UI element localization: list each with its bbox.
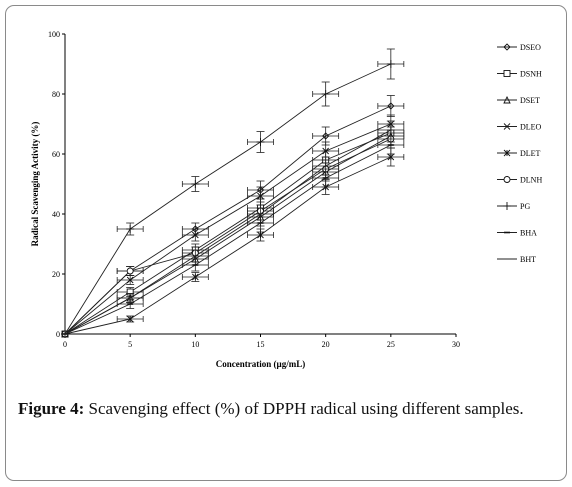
data-point (126, 267, 134, 275)
data-point (386, 60, 395, 68)
series-dlnh (61, 129, 405, 338)
x-tick-label: 10 (191, 340, 199, 349)
legend-marker (503, 70, 511, 77)
data-point (192, 231, 199, 239)
legend-label: DLNH (520, 176, 542, 185)
figure-frame (5, 5, 567, 481)
legend-item-bht: BHT (497, 255, 536, 264)
data-point (257, 192, 264, 200)
data-point (257, 231, 264, 239)
line-chart: 0 5 10 15 20 25 30 0 20 40 60 80 100 DSEO DSNH DSET DLE… (30, 30, 542, 369)
data-point (321, 90, 330, 98)
caption-label: Figure 4: (18, 399, 85, 418)
y-tick-label: 60 (52, 150, 60, 159)
legend-label: DSNH (520, 70, 542, 79)
chart-series (61, 48, 405, 338)
chart-legend: DSEO DSNH DSET DLEO DLET DLNH PG BHA BHT (497, 43, 542, 264)
series-line (64, 123, 392, 335)
legend-item-dset: DSET (497, 95, 540, 105)
series-line (64, 156, 392, 335)
caption-text: Scavenging effect (%) of DPPH radical us… (84, 399, 524, 418)
legend-marker (503, 176, 511, 183)
data-point (322, 147, 329, 155)
x-tick-label: 30 (452, 340, 460, 349)
legend-item-dlet: DLET (497, 149, 541, 158)
legend-item-dsnh: DSNH (497, 70, 542, 79)
x-tick-label: 15 (257, 340, 265, 349)
x-tick-label: 20 (322, 340, 330, 349)
legend-marker (503, 202, 511, 210)
y-tick-label: 0 (56, 330, 60, 339)
data-point (191, 180, 200, 188)
legend-label: DSEO (520, 43, 541, 52)
figure-caption: Figure 4: Scavenging effect (%) of DPPH … (18, 398, 558, 420)
chart-axes: 0 5 10 15 20 25 30 0 20 40 60 80 100 (48, 30, 460, 349)
legend-item-bha: BHA (497, 229, 537, 238)
legend-label: BHT (520, 255, 536, 264)
series-line (64, 105, 392, 335)
data-point (387, 153, 395, 161)
series-line (64, 132, 392, 335)
legend-item-dleo: DLEO (497, 123, 542, 132)
legend-marker (503, 95, 511, 104)
series-line (64, 63, 392, 335)
y-tick-label: 40 (52, 210, 60, 219)
legend-marker (503, 149, 511, 157)
legend-label: BHA (520, 229, 537, 238)
x-tick-label: 5 (128, 340, 132, 349)
x-tick-label: 25 (387, 340, 395, 349)
legend-item-pg: PG (497, 202, 530, 211)
data-point (126, 276, 134, 284)
data-point (126, 315, 134, 323)
y-tick-label: 80 (52, 90, 60, 99)
series-dsnh (61, 123, 405, 338)
series-line (64, 138, 392, 335)
x-tick-label: 0 (63, 340, 67, 349)
series-bht (64, 120, 405, 335)
data-point (322, 132, 330, 140)
legend-item-dlnh: DLNH (497, 176, 542, 185)
series-line (64, 129, 392, 335)
y-axis-label: Radical Scavenging Activity (%) (30, 122, 40, 247)
y-tick-label: 20 (52, 270, 60, 279)
series-dseo (61, 95, 405, 338)
data-point (126, 225, 135, 233)
legend-label: DLET (520, 149, 541, 158)
series-dlet (61, 147, 405, 338)
data-point (387, 102, 395, 110)
data-point (256, 138, 265, 146)
data-point (192, 273, 199, 281)
legend-label: DSET (520, 96, 540, 105)
y-tick-label: 100 (48, 30, 60, 39)
x-axis-label: Concentration (µg/mL) (216, 359, 305, 369)
legend-marker (503, 43, 511, 51)
legend-label: DLEO (520, 123, 542, 132)
legend-item-dseo: DSEO (497, 43, 541, 52)
series-line (64, 144, 392, 335)
legend-label: PG (520, 202, 530, 211)
legend-marker (503, 123, 511, 130)
